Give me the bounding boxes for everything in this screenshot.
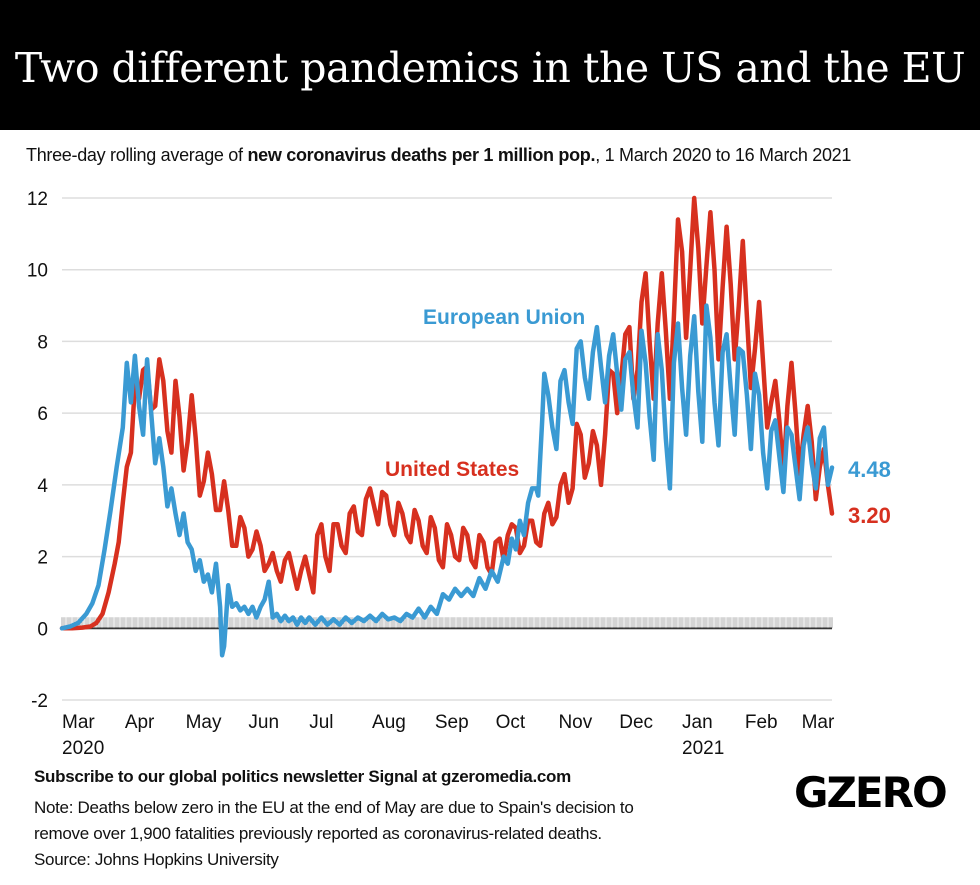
x-tick-label: Oct (496, 712, 526, 733)
x-tick-label: Mar (802, 712, 835, 733)
y-tick-label: 6 (37, 404, 48, 425)
x-tick-label: Feb (745, 712, 778, 733)
line-chart: -2 0 2 4 6 8 10 12 Mar 2020 Apr May Jun Jul Aug Sep Oct… (27, 189, 891, 759)
y-tick-label: 8 (37, 332, 48, 353)
y-tick-label: 10 (27, 261, 48, 282)
chart-subtitle: Three-day rolling average of new coronav… (26, 145, 851, 166)
subtitle-bold: new coronavirus deaths per 1 million pop… (247, 145, 596, 165)
y-tick-label: 2 (37, 548, 48, 569)
series-label-eu: European Union (423, 306, 585, 329)
end-value-eu: 4.48 (848, 457, 891, 482)
series-labels: European Union United States 4.48 3.20 (385, 306, 891, 528)
subtitle-prefix: Three-day rolling average of (26, 145, 248, 165)
series-label-us: United States (385, 458, 519, 481)
series-lines (59, 195, 835, 658)
end-value-us: 3.20 (848, 503, 891, 528)
x-tick-label: Dec (619, 712, 653, 733)
source-line: Source: Johns Hopkins University (34, 850, 279, 869)
y-axis-ticks: -2 0 2 4 6 8 10 12 (27, 189, 49, 712)
x-tick-label: Aug (372, 712, 406, 733)
y-tick-label: 0 (37, 619, 48, 640)
note-line-1: Note: Deaths below zero in the EU at the… (34, 798, 634, 817)
x-axis-ticks: Mar 2020 Apr May Jun Jul Aug Sep Oct Nov Dec Jan 202… (62, 712, 835, 759)
x-tick-year-label: 2021 (682, 738, 724, 759)
x-tick-label: Jul (309, 712, 333, 733)
x-tick-label: Mar (62, 712, 95, 733)
y-tick-label: 4 (37, 476, 48, 497)
x-tick-label: Nov (558, 712, 592, 733)
y-tick-label: -2 (31, 691, 48, 712)
x-tick-label: Jan (682, 712, 713, 733)
chart-title: Two different pandemics in the US and th… (14, 44, 966, 92)
x-tick-label: Sep (435, 712, 469, 733)
note-line-2: remove over 1,900 fatalities previously … (34, 824, 602, 843)
subscribe-line: Subscribe to our global politics newslet… (34, 767, 571, 786)
x-tick-label: May (186, 712, 222, 733)
x-tick-label: Apr (125, 712, 155, 733)
y-tick-label: 12 (27, 189, 48, 210)
series-line-eu (59, 303, 835, 658)
gzero-logo: GZERO (794, 768, 948, 817)
note-block: Note: Deaths below zero in the EU at the… (34, 795, 754, 873)
title-banner: Two different pandemics in the US and th… (0, 0, 980, 130)
subtitle-suffix: , 1 March 2020 to 16 March 2021 (595, 145, 852, 165)
x-tick-year-label: 2020 (62, 738, 104, 759)
baseline-hatch-band (61, 617, 833, 629)
x-tick-label: Jun (248, 712, 279, 733)
series-line-us (59, 195, 835, 631)
